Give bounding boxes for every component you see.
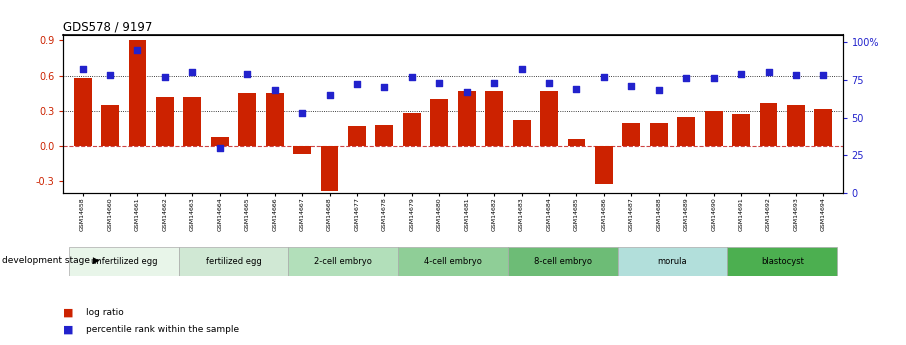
Bar: [678, 117, 695, 146]
Point: [377, 85, 391, 90]
Bar: [728, 247, 837, 276]
Point: [679, 76, 693, 81]
Bar: [288, 247, 398, 276]
Bar: [458, 91, 476, 146]
Point: [487, 80, 501, 86]
Bar: [129, 40, 147, 146]
Point: [761, 70, 776, 75]
Bar: [540, 91, 558, 146]
Bar: [211, 137, 228, 146]
Point: [515, 67, 529, 72]
Point: [734, 71, 748, 77]
Bar: [403, 113, 420, 146]
Point: [789, 72, 804, 78]
Text: 4-cell embryo: 4-cell embryo: [424, 257, 482, 266]
Bar: [787, 105, 805, 146]
Bar: [238, 93, 256, 146]
Bar: [183, 97, 201, 146]
Bar: [398, 247, 508, 276]
Text: morula: morula: [658, 257, 688, 266]
Text: ■: ■: [63, 307, 74, 317]
Point: [185, 70, 199, 75]
Bar: [348, 126, 366, 146]
Text: log ratio: log ratio: [86, 308, 124, 317]
Bar: [101, 105, 119, 146]
Bar: [294, 146, 311, 155]
Bar: [321, 146, 339, 191]
Bar: [375, 125, 393, 146]
Bar: [567, 139, 585, 146]
Bar: [622, 123, 641, 146]
Point: [432, 80, 447, 86]
Point: [651, 88, 666, 93]
Bar: [265, 93, 284, 146]
Bar: [705, 111, 723, 146]
Text: ■: ■: [63, 325, 74, 334]
Point: [816, 72, 831, 78]
Point: [323, 92, 337, 98]
Text: percentile rank within the sample: percentile rank within the sample: [86, 325, 239, 334]
Point: [102, 72, 117, 78]
Point: [158, 74, 172, 80]
Text: blastocyst: blastocyst: [761, 257, 804, 266]
Bar: [486, 91, 503, 146]
Text: 2-cell embryo: 2-cell embryo: [314, 257, 372, 266]
Bar: [430, 99, 448, 146]
Bar: [178, 247, 288, 276]
Point: [707, 76, 721, 81]
Point: [267, 88, 282, 93]
Text: unfertilized egg: unfertilized egg: [91, 257, 157, 266]
Bar: [814, 109, 833, 146]
Point: [75, 67, 90, 72]
Point: [569, 86, 583, 92]
Bar: [69, 247, 178, 276]
Point: [130, 47, 145, 52]
Point: [350, 82, 364, 87]
Bar: [508, 247, 618, 276]
Text: GDS578 / 9197: GDS578 / 9197: [63, 20, 153, 33]
Text: fertilized egg: fertilized egg: [206, 257, 262, 266]
Bar: [759, 103, 777, 146]
Point: [405, 74, 419, 80]
Text: development stage ▶: development stage ▶: [2, 256, 100, 265]
Point: [542, 80, 556, 86]
Point: [294, 110, 309, 116]
Text: 8-cell embryo: 8-cell embryo: [534, 257, 592, 266]
Point: [240, 71, 255, 77]
Point: [624, 83, 639, 89]
Bar: [513, 120, 531, 146]
Bar: [618, 247, 728, 276]
Bar: [156, 97, 174, 146]
Point: [597, 74, 612, 80]
Bar: [650, 123, 668, 146]
Bar: [732, 115, 750, 146]
Bar: [595, 146, 612, 184]
Point: [213, 145, 227, 151]
Point: [459, 89, 474, 95]
Bar: [73, 78, 92, 146]
